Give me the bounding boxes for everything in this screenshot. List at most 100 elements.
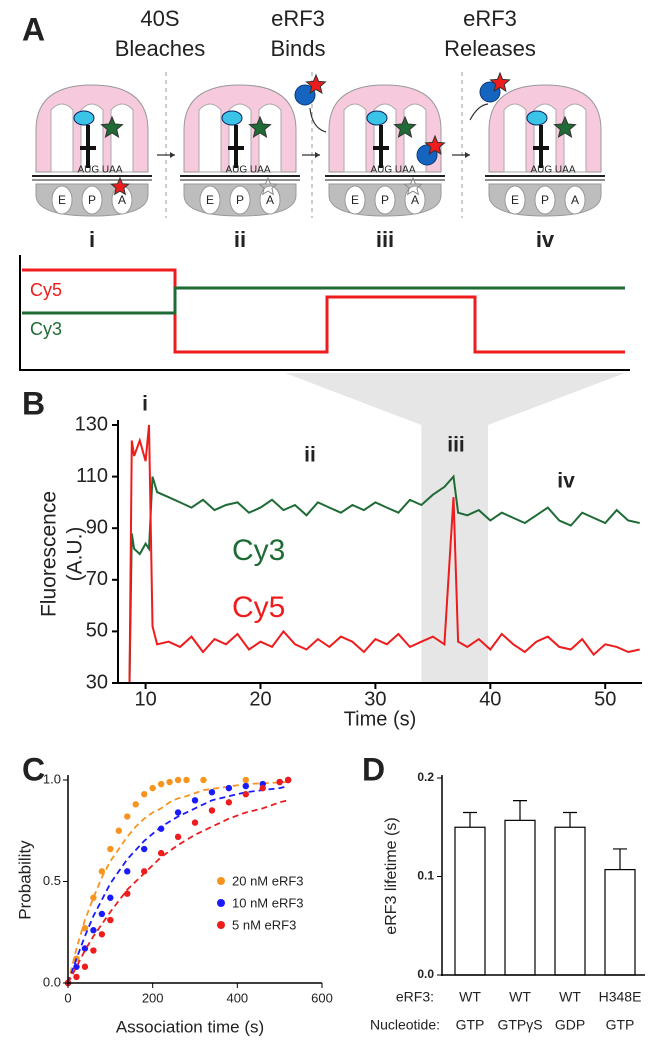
point — [141, 791, 148, 798]
x-tick-label: 600 — [311, 990, 333, 1005]
error-bar — [463, 811, 477, 828]
x-tick-label: 10 — [134, 688, 156, 710]
annotation: iii — [447, 434, 465, 457]
point — [242, 776, 249, 784]
panel-label: A — [22, 11, 45, 47]
point — [132, 801, 139, 808]
point — [174, 833, 182, 841]
point — [149, 784, 156, 792]
x-tick-label: 30 — [364, 688, 386, 710]
point — [242, 791, 249, 798]
codon-label: AUG UAA — [370, 165, 415, 176]
site-label: P — [381, 193, 389, 207]
point — [259, 784, 266, 792]
site-label: E — [511, 193, 519, 207]
star — [403, 176, 423, 196]
point — [191, 819, 199, 826]
x-tick-label: 200 — [142, 990, 164, 1005]
trace-label: Cy3 — [30, 319, 62, 339]
point — [81, 924, 89, 932]
arrowhead — [315, 152, 320, 158]
y-tick-label: 1.0 — [43, 771, 61, 786]
tunnel — [110, 103, 134, 173]
star — [110, 176, 130, 196]
annotation: iv — [557, 470, 575, 493]
site — [374, 185, 396, 215]
bar — [454, 826, 486, 976]
trace-label: Cy5 — [30, 280, 62, 300]
point — [284, 776, 292, 784]
star — [553, 115, 577, 138]
bar — [604, 869, 636, 976]
y-tick-label: 0.0 — [43, 974, 61, 989]
panel-label: C — [22, 751, 45, 787]
erf3 — [294, 84, 316, 106]
point — [98, 931, 106, 938]
point — [107, 845, 114, 853]
x-tick-label: GTP — [456, 1017, 485, 1033]
y-tick-label: 0.5 — [43, 873, 61, 888]
step-title: Binds — [270, 36, 325, 61]
x-tick-label: GTPγS — [497, 1017, 542, 1033]
y-tick-label: 70 — [86, 568, 108, 590]
error-bar — [513, 800, 527, 821]
site — [51, 185, 73, 215]
point — [124, 890, 131, 897]
codon-label: AUG UAA — [77, 165, 122, 176]
point — [73, 973, 80, 981]
trace — [128, 424, 640, 684]
y-axis-title: (A.U.) — [64, 527, 87, 582]
y-tick-label: 0.1 — [417, 869, 434, 883]
codon-label: AUG UAA — [225, 165, 270, 176]
codon-label: AUG UAA — [530, 165, 575, 176]
state-label: i — [89, 227, 95, 252]
star — [393, 115, 417, 138]
state-label: iii — [376, 227, 394, 252]
point — [98, 910, 106, 918]
panel-label: D — [362, 751, 385, 787]
bar — [504, 819, 536, 976]
x-tick-label: WT — [559, 989, 581, 1005]
site — [534, 185, 556, 215]
x-tick-label: 20 — [249, 688, 271, 710]
row-title: eRF3: — [396, 989, 434, 1005]
trace-axes — [19, 255, 630, 371]
point — [208, 807, 216, 814]
site-label: P — [541, 193, 549, 207]
point — [124, 813, 131, 820]
point — [174, 776, 182, 784]
legend-marker — [217, 899, 225, 907]
y-axis-title: Fluorescence — [38, 491, 61, 617]
ideal-cy5 — [22, 268, 625, 354]
point — [115, 827, 123, 834]
star — [424, 134, 446, 156]
point — [157, 849, 165, 857]
error-bar — [563, 811, 577, 828]
state-label: iv — [536, 227, 555, 252]
x-tick-label: 40 — [479, 688, 501, 710]
point — [225, 784, 233, 792]
cy3-40s — [366, 110, 388, 126]
arrowhead — [170, 152, 175, 158]
ideal-cy3 — [22, 286, 625, 315]
x-tick-label: GDP — [555, 1017, 585, 1033]
x-axis-title: Time (s) — [344, 708, 417, 730]
y-axis-title: Probability — [15, 840, 34, 920]
step-title: Releases — [444, 36, 536, 61]
series-label: Cy3 — [232, 534, 285, 567]
site-label: E — [206, 193, 214, 207]
x-tick-label: H348E — [599, 989, 642, 1005]
y-tick-label: 90 — [86, 516, 108, 538]
site-label: A — [266, 193, 274, 207]
tunnel — [563, 103, 587, 173]
site-label: A — [118, 193, 126, 207]
x-tick-label: 0 — [64, 990, 71, 1005]
point — [276, 778, 283, 786]
site — [199, 185, 221, 215]
point — [73, 963, 80, 970]
point — [183, 776, 190, 784]
fit-line — [67, 781, 289, 984]
x-tick-label: WT — [459, 989, 481, 1005]
site-label: E — [351, 193, 359, 207]
